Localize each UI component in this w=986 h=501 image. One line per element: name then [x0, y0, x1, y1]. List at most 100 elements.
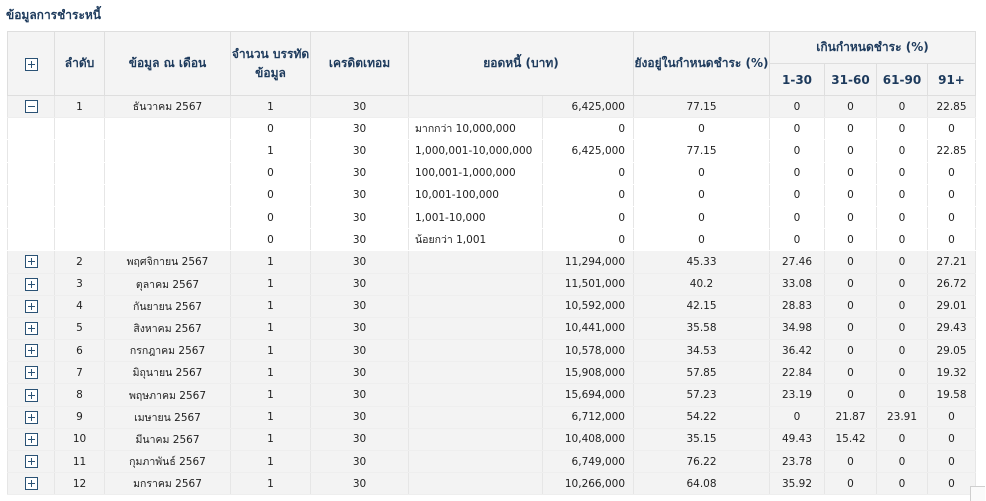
- row-b4: 0: [927, 428, 976, 452]
- row-credit: 30: [310, 472, 409, 496]
- expand-icon[interactable]: [24, 277, 38, 291]
- row-month: กันยายน 2567: [104, 295, 231, 318]
- detail-empty: [104, 117, 231, 141]
- row-amount: 10,266,000: [542, 472, 634, 496]
- table-row[interactable]: 2 พฤศจิกายน 2567 1 30 11,294,000 45.33 27.46 0 0…: [7, 250, 976, 274]
- row-b3: 0: [876, 450, 928, 474]
- expand-cell[interactable]: [7, 339, 55, 363]
- expand-cell[interactable]: [7, 428, 55, 452]
- row-month: พฤศจิกายน 2567: [104, 250, 231, 274]
- detail-b2: 0: [824, 206, 877, 230]
- row-b4: 0: [927, 406, 976, 429]
- row-b3: 0: [876, 472, 928, 496]
- expand-cell[interactable]: [7, 273, 55, 296]
- row-month: พฤษภาคม 2567: [104, 383, 231, 407]
- expand-all-icon[interactable]: [24, 57, 38, 71]
- row-b2: 15.42: [824, 428, 877, 452]
- expand-icon[interactable]: [24, 477, 38, 491]
- table-row[interactable]: 3 ตุลาคม 2567 1 30 11,501,000 40.2 33.08 0 0 26.7…: [7, 273, 976, 296]
- expand-icon[interactable]: [24, 455, 38, 469]
- detail-b4: 22.85: [927, 139, 976, 163]
- detail-amount: 0: [542, 206, 634, 230]
- row-amount: 15,908,000: [542, 361, 634, 385]
- expand-icon[interactable]: [24, 432, 38, 446]
- table-row[interactable]: 10 มีนาคม 2567 1 30 10,408,000 35.15 49.43 15.4…: [7, 428, 976, 452]
- table-row[interactable]: 6 กรกฎาคม 2567 1 30 10,578,000 34.53 36.42 0 0 29…: [7, 339, 976, 363]
- collapse-icon[interactable]: [24, 100, 38, 114]
- detail-credit: 30: [310, 228, 409, 252]
- row-b3: 0: [876, 428, 928, 452]
- expand-cell[interactable]: [7, 295, 55, 318]
- detail-range: มากกว่า 10,000,000: [408, 117, 543, 141]
- row-b1: 36.42: [769, 339, 825, 363]
- expand-icon[interactable]: [24, 321, 38, 335]
- row-range-empty: [408, 339, 543, 363]
- row-range-empty: [408, 317, 543, 341]
- expand-cell[interactable]: [7, 406, 55, 429]
- detail-empty: [104, 139, 231, 163]
- detail-empty: [104, 228, 231, 252]
- row-month: กรกฎาคม 2567: [104, 339, 231, 363]
- row-month: มีนาคม 2567: [104, 428, 231, 452]
- table-row[interactable]: 4 กันยายน 2567 1 30 10,592,000 42.15 28.83 0 0 29…: [7, 295, 976, 318]
- expand-cell[interactable]: [7, 383, 55, 407]
- detail-empty: [54, 228, 105, 252]
- detail-count: 0: [230, 184, 311, 207]
- detail-empty: [54, 139, 105, 163]
- detail-credit: 30: [310, 117, 409, 141]
- detail-b4: 0: [927, 184, 976, 207]
- table-row[interactable]: 12 มกราคม 2567 1 30 10,266,000 64.08 35.92 0 0 0: [7, 472, 976, 496]
- row-range-empty: [408, 383, 543, 407]
- payment-table-wrapper: ลำดับ ข้อมูล ณ เดือน จำนวน บรรทัดข้อมูล …: [7, 31, 976, 496]
- detail-credit: 30: [310, 206, 409, 230]
- expand-cell[interactable]: [7, 250, 55, 274]
- expand-cell[interactable]: [7, 472, 55, 496]
- row-on-time: 40.2: [633, 273, 770, 296]
- detail-count: 0: [230, 206, 311, 230]
- detail-b1: 0: [769, 206, 825, 230]
- expand-cell[interactable]: [7, 95, 55, 119]
- table-row[interactable]: 9 เมษายน 2567 1 30 6,712,000 54.22 0 21.87 23.91…: [7, 406, 976, 429]
- row-b1: 0: [769, 406, 825, 429]
- expand-icon[interactable]: [24, 344, 38, 358]
- row-count: 1: [230, 339, 311, 363]
- row-amount: 6,749,000: [542, 450, 634, 474]
- row-b4: 29.01: [927, 295, 976, 318]
- row-on-time: 34.53: [633, 339, 770, 363]
- table-row[interactable]: 1 ธันวาคม 2567 1 30 6,425,000 77.15 0 0 0 22.85: [7, 95, 976, 119]
- expand-all-header[interactable]: [7, 31, 55, 96]
- table-row[interactable]: 7 มิถุนายน 2567 1 30 15,908,000 57.85 22.84 0 0 1…: [7, 361, 976, 385]
- expand-icon[interactable]: [24, 366, 38, 380]
- expand-icon[interactable]: [24, 255, 38, 269]
- row-b2: 0: [824, 295, 877, 318]
- row-seq: 10: [54, 428, 105, 452]
- expand-cell[interactable]: [7, 317, 55, 341]
- expand-icon[interactable]: [24, 299, 38, 313]
- header-credit: เครดิตเทอม: [310, 31, 409, 96]
- row-amount: 11,501,000: [542, 273, 634, 296]
- row-b4: 29.43: [927, 317, 976, 341]
- expand-icon[interactable]: [24, 410, 38, 424]
- row-credit: 30: [310, 95, 409, 119]
- detail-b2: 0: [824, 162, 877, 185]
- table-row[interactable]: 8 พฤษภาคม 2567 1 30 15,694,000 57.23 23.19 0 0 19…: [7, 383, 976, 407]
- row-credit: 30: [310, 339, 409, 363]
- detail-amount: 0: [542, 184, 634, 207]
- row-b2: 21.87: [824, 406, 877, 429]
- detail-on-time: 77.15: [633, 139, 770, 163]
- expand-cell[interactable]: [7, 450, 55, 474]
- table-row[interactable]: 11 กุมภาพันธ์ 2567 1 30 6,749,000 76.22 23.78 0…: [7, 450, 976, 474]
- table-row[interactable]: 5 สิงหาคม 2567 1 30 10,441,000 35.58 34.98 0 0 29…: [7, 317, 976, 341]
- row-b1: 22.84: [769, 361, 825, 385]
- resize-corner[interactable]: [970, 486, 985, 501]
- expand-cell[interactable]: [7, 361, 55, 385]
- row-month: มกราคม 2567: [104, 472, 231, 496]
- row-month: กุมภาพันธ์ 2567: [104, 450, 231, 474]
- row-b1: 28.83: [769, 295, 825, 318]
- expand-icon[interactable]: [24, 388, 38, 402]
- detail-on-time: 0: [633, 117, 770, 141]
- detail-b3: 0: [876, 162, 928, 185]
- row-b3: 0: [876, 295, 928, 318]
- row-credit: 30: [310, 361, 409, 385]
- row-count: 1: [230, 450, 311, 474]
